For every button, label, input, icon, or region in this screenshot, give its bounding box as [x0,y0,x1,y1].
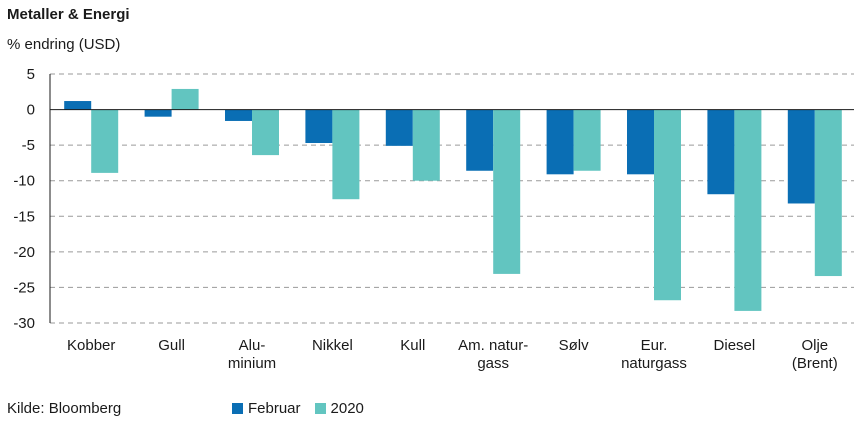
bar-2020 [412,109,440,181]
legend-item-februar: Februar [232,400,301,417]
legend-label-2020: 2020 [330,400,364,417]
x-category-label: Am. natur-gass [458,337,528,372]
bar-2020 [734,109,762,311]
bar-februar [64,101,92,110]
legend-swatch-februar [232,403,243,414]
x-category-label: Eur. naturgass [621,337,687,372]
y-tick-label: -15 [13,208,35,225]
bar-februar [225,109,252,121]
x-category-label: Kull [400,337,425,354]
y-tick-label: -30 [13,315,35,332]
x-category-label: Gull [158,337,185,354]
bar-2020 [814,109,842,277]
y-tick-label: -20 [13,244,35,261]
y-tick-label: 5 [27,66,35,83]
bar-februar [707,109,735,195]
bar-2020 [91,109,119,173]
bar-februar [385,109,413,146]
x-category-label: Sølv [559,337,590,354]
bar-februar [627,109,654,175]
bar-februar [466,109,494,171]
y-tick-label: -10 [13,173,35,190]
legend: Februar 2020 [232,400,378,417]
bar-2020 [573,109,601,171]
x-category-label: Olje (Brent) [792,337,838,372]
legend-label-februar: Februar [248,400,301,417]
bar-februar [787,109,815,204]
bar-februar [144,109,172,117]
bar-2020 [332,109,360,200]
y-tick-label: -5 [22,137,35,154]
x-category-label: Diesel [714,337,756,354]
bar-chart: 5 0 -5 -10 -15 -20 -25 -30 Kobber Gull Alu-minium N… [13,66,854,372]
y-axis-unit-label: % endring (USD) [7,36,121,53]
bar-2020 [654,109,681,301]
y-tick-label: 0 [27,102,35,119]
bar-2020 [252,109,279,156]
legend-item-2020: 2020 [314,400,364,417]
bar-februar [546,109,574,175]
chart-title: Metaller & Energi [7,6,130,23]
bar-februar [305,109,333,144]
bar-2020 [171,88,199,110]
y-tick-label: -25 [13,279,35,296]
bar-2020 [493,109,521,274]
x-category-label: Nikkel [312,337,353,354]
source-note: Kilde: Bloomberg [7,400,122,417]
x-category-label: Alu-minium [228,337,276,372]
x-category-label: Kobber [67,337,115,354]
legend-swatch-2020 [314,403,326,414]
